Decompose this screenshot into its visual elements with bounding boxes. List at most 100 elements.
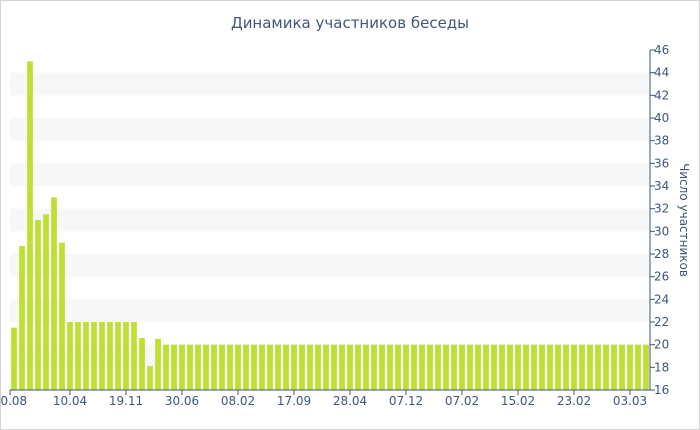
bar xyxy=(355,344,361,390)
x-tick-label: 15.02 xyxy=(501,394,535,408)
y-tick-label: 20 xyxy=(654,338,669,352)
y-tick-label: 46 xyxy=(654,43,669,57)
bar xyxy=(163,344,169,390)
y-tick-label: 42 xyxy=(654,88,669,102)
bar xyxy=(547,344,553,390)
bar xyxy=(411,344,417,390)
bar xyxy=(371,344,377,390)
x-tick-label: 23.02 xyxy=(557,394,591,408)
bar xyxy=(491,344,497,390)
bar xyxy=(555,344,561,390)
y-tick-label: 44 xyxy=(654,66,669,80)
grid-band xyxy=(10,299,650,322)
bar xyxy=(643,344,649,390)
y-tick-label: 28 xyxy=(654,247,669,261)
bar xyxy=(59,242,65,390)
bar xyxy=(603,344,609,390)
bar xyxy=(323,344,329,390)
y-tick-label: 32 xyxy=(654,202,669,216)
bar xyxy=(123,322,129,390)
bar xyxy=(115,322,121,390)
bar xyxy=(131,322,137,390)
bar xyxy=(227,344,233,390)
bar xyxy=(627,344,633,390)
bar xyxy=(619,344,625,390)
bar xyxy=(387,344,393,390)
bar xyxy=(435,344,441,390)
x-tick-label: 03.03 xyxy=(613,394,647,408)
chart-title: Динамика участников беседы xyxy=(231,14,469,32)
bar xyxy=(331,344,337,390)
bar xyxy=(459,344,465,390)
grid-band xyxy=(10,163,650,186)
y-tick-label: 16 xyxy=(654,383,669,397)
bar xyxy=(499,344,505,390)
bar xyxy=(483,344,489,390)
grid-bands xyxy=(10,72,650,368)
bar xyxy=(179,344,185,390)
x-tick-label: 07.12 xyxy=(389,394,423,408)
bar xyxy=(91,322,97,390)
bar xyxy=(43,214,49,390)
bar xyxy=(579,344,585,390)
y-tick-label: 22 xyxy=(654,315,669,329)
bar xyxy=(283,344,289,390)
bar xyxy=(611,344,617,390)
bar xyxy=(379,344,385,390)
x-tick-label: 19.11 xyxy=(109,394,143,408)
bar xyxy=(451,344,457,390)
bar xyxy=(403,344,409,390)
bar xyxy=(539,344,545,390)
bar xyxy=(267,344,273,390)
bar xyxy=(259,344,265,390)
x-tick-label: 30.08 xyxy=(0,394,27,408)
bar xyxy=(363,344,369,390)
bar xyxy=(203,344,209,390)
bar xyxy=(395,344,401,390)
bar xyxy=(299,344,305,390)
bar xyxy=(635,344,641,390)
bar xyxy=(155,339,161,390)
bar xyxy=(211,344,217,390)
bar xyxy=(19,246,25,390)
y-tick-label: 30 xyxy=(654,224,669,238)
bar xyxy=(107,322,113,390)
bar xyxy=(587,344,593,390)
x-tick-label: 17.09 xyxy=(277,394,311,408)
bar xyxy=(531,344,537,390)
bar xyxy=(171,344,177,390)
y-tick-label: 38 xyxy=(654,134,669,148)
bars xyxy=(11,61,649,390)
bar xyxy=(67,322,73,390)
y-tick-label: 18 xyxy=(654,360,669,374)
x-tick-label: 10.04 xyxy=(53,394,87,408)
bar xyxy=(139,337,145,390)
bar xyxy=(147,366,153,390)
bar xyxy=(83,322,89,390)
bar xyxy=(275,344,281,390)
x-tick-label: 07.02 xyxy=(445,394,479,408)
bar xyxy=(563,344,569,390)
y-tick-label: 26 xyxy=(654,270,669,284)
bar xyxy=(219,344,225,390)
bar xyxy=(235,344,241,390)
grid-band xyxy=(10,72,650,96)
bar xyxy=(51,197,57,390)
bar xyxy=(195,344,201,390)
bar xyxy=(291,344,297,390)
bar xyxy=(11,327,17,390)
bar xyxy=(571,344,577,390)
bar xyxy=(187,344,193,390)
bar xyxy=(315,344,321,390)
bar xyxy=(467,344,473,390)
bar xyxy=(35,220,41,390)
bar xyxy=(427,344,433,390)
bar xyxy=(75,322,81,390)
grid-band xyxy=(10,118,650,141)
bar xyxy=(595,344,601,390)
bar xyxy=(347,344,353,390)
y-tick-label: 36 xyxy=(654,156,669,170)
grid-band xyxy=(10,254,650,277)
bar xyxy=(443,344,449,390)
y-ticks: 16 18 20 22 24 26 28 30 32 34 36 38 40 42 44 46 xyxy=(650,43,669,397)
